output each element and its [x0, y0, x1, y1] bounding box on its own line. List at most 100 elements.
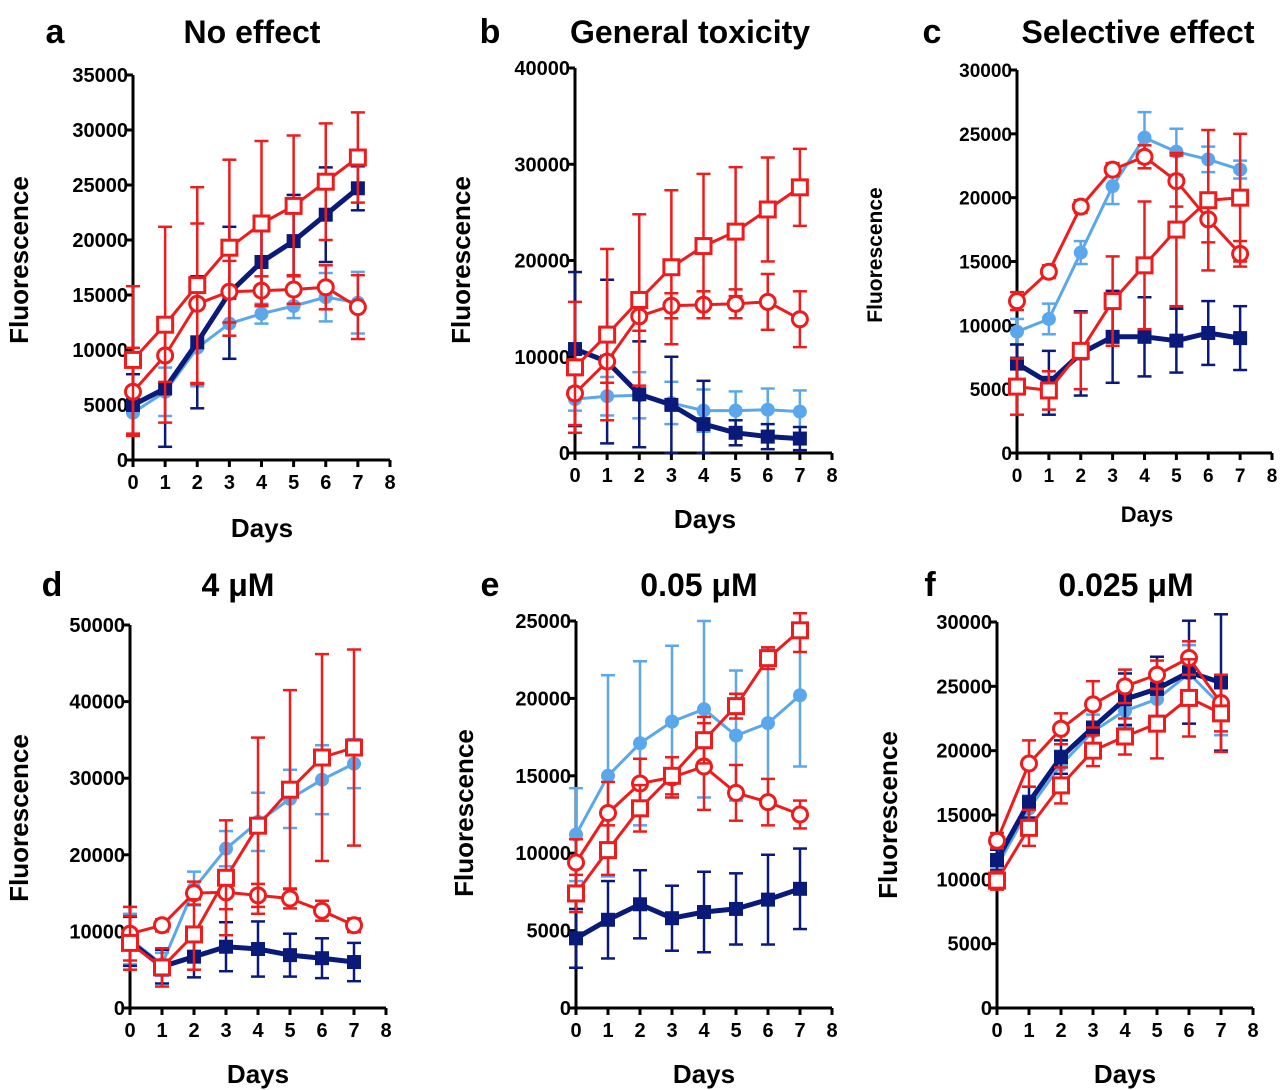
data-point [1020, 818, 1038, 837]
data-point [1137, 130, 1152, 145]
data-point [1041, 311, 1056, 326]
x-tick-label: 4 [1139, 466, 1150, 487]
x-tick-label: 8 [826, 1020, 837, 1042]
y-tick-label: 25000 [515, 611, 571, 633]
y-axis-label: Fluorescence [4, 176, 34, 344]
y-tick-label: 0 [559, 443, 570, 465]
y-tick-label: 25000 [936, 676, 992, 698]
series-1 [569, 847, 807, 970]
x-tick-label: 3 [224, 472, 235, 494]
y-tick-label: 10000 [514, 347, 570, 369]
data-point [313, 901, 331, 920]
x-tick-label: 5 [1151, 1020, 1162, 1042]
panel-letter: b [480, 13, 501, 51]
y-tick-label: 25000 [959, 125, 1012, 146]
x-tick-label: 1 [156, 1020, 167, 1042]
data-point [990, 853, 1004, 868]
panel-title: General toxicity [570, 14, 810, 50]
data-point [760, 402, 775, 417]
data-point [347, 955, 361, 970]
data-point [664, 397, 679, 412]
data-point [1054, 750, 1068, 765]
y-tick-label: 0 [560, 998, 571, 1020]
x-tick-label: 7 [1215, 1020, 1226, 1042]
y-tick-label: 10000 [936, 869, 992, 891]
y-tick-label: 0 [981, 998, 992, 1020]
data-point [759, 649, 777, 668]
data-point [633, 736, 647, 751]
y-axis-label: Fluorescence [864, 187, 887, 322]
x-tick-label: 7 [794, 1020, 805, 1042]
data-point [1135, 256, 1154, 275]
x-axis-label: Days [673, 1059, 735, 1089]
data-point [1084, 741, 1102, 760]
y-tick-label: 40000 [514, 58, 570, 80]
data-point [1052, 719, 1070, 738]
series-3 [1008, 128, 1250, 416]
y-tick-label: 20000 [72, 230, 128, 252]
x-tick-label: 4 [252, 1020, 264, 1042]
x-tick-label: 4 [698, 1020, 710, 1042]
data-point [988, 871, 1006, 890]
series-0 [1010, 110, 1248, 346]
data-point [759, 793, 777, 812]
x-tick-label: 1 [1044, 466, 1055, 487]
data-point [695, 731, 713, 750]
data-point [696, 417, 711, 432]
data-point [121, 933, 139, 952]
series-2 [566, 272, 809, 427]
data-point [598, 325, 617, 344]
y-tick-label: 0 [117, 450, 128, 472]
data-point [1201, 325, 1216, 340]
x-axis-label: Days [231, 513, 293, 543]
x-tick-label: 4 [698, 465, 710, 487]
data-point [219, 939, 233, 954]
x-tick-label: 6 [1183, 1020, 1194, 1042]
x-axis-label: Days [1121, 502, 1174, 527]
data-point [286, 299, 301, 313]
y-tick-label: 30000 [72, 120, 128, 142]
x-tick-label: 6 [1203, 466, 1214, 487]
series-1 [126, 165, 365, 449]
data-point [281, 889, 299, 908]
panel-title: No effect [184, 14, 321, 50]
x-tick-label: 2 [634, 1020, 645, 1042]
x-tick-label: 7 [1235, 466, 1246, 487]
x-tick-label: 7 [348, 1020, 359, 1042]
x-tick-label: 1 [602, 465, 613, 487]
x-tick-label: 3 [1107, 466, 1118, 487]
x-tick-label: 3 [220, 1020, 231, 1042]
data-point [791, 805, 809, 824]
x-tick-label: 7 [352, 472, 363, 494]
y-tick-label: 20000 [959, 189, 1012, 210]
data-point [283, 948, 297, 963]
data-point [1116, 677, 1134, 696]
data-point [599, 841, 617, 860]
data-point [1212, 704, 1230, 723]
x-tick-label: 0 [991, 1020, 1002, 1042]
data-point [153, 916, 171, 935]
y-tick-label: 20000 [515, 688, 571, 710]
y-tick-label: 25000 [72, 175, 128, 197]
y-tick-label: 30000 [69, 768, 125, 790]
data-point [313, 748, 331, 767]
data-point [599, 803, 617, 822]
y-tick-label: 5000 [970, 380, 1012, 401]
y-axis-label: Fluorescence [449, 729, 479, 897]
x-tick-label: 2 [192, 472, 203, 494]
data-point [348, 148, 367, 167]
y-tick-label: 30000 [936, 612, 992, 634]
data-point [124, 350, 142, 369]
data-point [1073, 245, 1088, 260]
y-tick-label: 15000 [515, 766, 571, 788]
data-point [758, 292, 777, 311]
x-tick-label: 5 [284, 1020, 295, 1042]
data-point [284, 280, 303, 299]
data-point [316, 278, 335, 297]
data-point [1135, 147, 1154, 166]
y-tick-label: 15000 [936, 805, 992, 827]
x-tick-label: 0 [127, 472, 138, 494]
y-tick-label: 15000 [959, 253, 1012, 274]
